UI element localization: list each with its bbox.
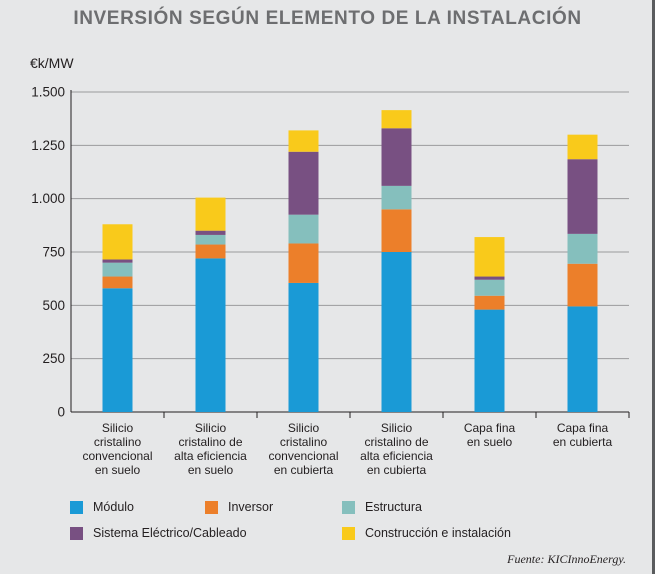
y-axis-unit-label: €k/MW: [30, 55, 74, 71]
bar-segment-módulo: [195, 258, 226, 412]
bar-segment-inversor: [195, 244, 226, 259]
x-category-label-line: cristalino de: [178, 435, 242, 449]
bar-segment-inversor: [288, 243, 319, 283]
legend-item-inversor: Inversor: [205, 500, 273, 514]
source-note: Fuente: KICInnoEnergy.: [507, 552, 626, 566]
chart-legend: Módulo Inversor Estructura Sistema Eléct…: [3, 500, 652, 550]
bar-segment-sistema-eléctrico-cableado: [381, 128, 412, 186]
x-category-label-line: en suelo: [95, 463, 141, 477]
chart-panel: INVERSIÓN SEGÚN ELEMENTO DE LA INSTALACI…: [3, 0, 652, 572]
x-category-label-line: en cubierta: [367, 463, 427, 477]
x-category-label: Capa fina en suelo: [464, 421, 516, 449]
bar-segment-sistema-eléctrico-cableado: [474, 276, 505, 280]
bar-segment-construcción-e-instalación: [474, 237, 505, 277]
bar-segment-estructura: [102, 262, 133, 277]
bar-segment-módulo: [288, 282, 319, 412]
x-category-label-line: Capa fina: [464, 421, 516, 435]
legend-item-construccion: Construcción e instalación: [342, 526, 511, 540]
legend-swatch-modulo: [70, 500, 83, 514]
x-category-label: Capa fina en cubierta: [553, 421, 613, 449]
bar-segment-estructura: [288, 214, 319, 244]
bar-segment-módulo: [102, 288, 133, 412]
legend-item-sistema-electrico: Sistema Eléctrico/Cableado: [70, 526, 247, 540]
bar-segment-sistema-eléctrico-cableado: [195, 230, 226, 235]
bar-segment-módulo: [474, 309, 505, 412]
x-category-label: Silicio cristalino convencional en cubierta: [268, 421, 338, 477]
x-category-label-line: Silicio: [288, 421, 320, 435]
x-category-label-line: en cubierta: [274, 463, 334, 477]
bar-segment-construcción-e-instalación: [195, 197, 226, 231]
legend-item-modulo: Módulo: [70, 500, 134, 514]
legend-label-estructura: Estructura: [365, 500, 422, 514]
x-category-label-line: Silicio: [102, 421, 134, 435]
x-category-label-line: Capa fina: [557, 421, 609, 435]
x-category-label-line: alta eficiencia: [174, 449, 247, 463]
bar-segment-construcción-e-instalación: [567, 134, 598, 160]
legend-item-estructura: Estructura: [342, 500, 422, 514]
bar-segment-inversor: [381, 209, 412, 252]
y-tick-label: 1.500: [31, 85, 65, 100]
panel-right-edge: [652, 0, 655, 574]
x-category-label-line: en suelo: [467, 435, 513, 449]
legend-swatch-construccion: [342, 526, 355, 540]
legend-label-modulo: Módulo: [93, 500, 134, 514]
x-category-label-line: Silicio: [381, 421, 413, 435]
bar-segment-inversor: [102, 276, 133, 289]
bar-segment-estructura: [381, 185, 412, 210]
bar-segment-construcción-e-instalación: [288, 130, 319, 152]
legend-label-construccion: Construcción e instalación: [365, 526, 511, 540]
bar-segment-sistema-eléctrico-cableado: [288, 151, 319, 215]
y-tick-label: 1.000: [31, 191, 65, 206]
x-category-label-line: cristalino: [94, 435, 142, 449]
bar-segment-estructura: [195, 234, 226, 245]
legend-swatch-sistema-electrico: [70, 526, 83, 540]
legend-swatch-inversor: [205, 500, 218, 514]
x-category-label-line: en suelo: [188, 463, 234, 477]
x-category-label: Silicio cristalino de alta eficiencia en cu…: [360, 421, 433, 477]
bar-segment-módulo: [381, 252, 412, 412]
x-category-label: Silicio cristalino convencional en suelo: [82, 421, 152, 477]
chart-title: INVERSIÓN SEGÚN ELEMENTO DE LA INSTALACI…: [73, 8, 582, 29]
legend-label-inversor: Inversor: [228, 500, 274, 514]
y-tick-label: 250: [42, 351, 65, 366]
bar-segment-construcción-e-instalación: [381, 110, 412, 129]
bar-segment-construcción-e-instalación: [102, 224, 133, 260]
x-category-label-line: cristalino de: [364, 435, 428, 449]
y-tick-label: 1.250: [31, 138, 65, 153]
y-tick-label: 0: [57, 405, 65, 420]
bar-segment-inversor: [474, 295, 505, 310]
x-category-label: Silicio cristalino de alta eficiencia en su…: [174, 421, 247, 477]
y-tick-label: 750: [42, 245, 65, 260]
x-category-label-line: convencional: [82, 449, 152, 463]
bar-segment-inversor: [567, 263, 598, 307]
y-tick-label: 500: [42, 298, 65, 313]
bar-segment-sistema-eléctrico-cableado: [567, 159, 598, 234]
bar-segment-estructura: [474, 279, 505, 296]
legend-swatch-estructura: [342, 500, 355, 514]
x-category-label-line: convencional: [268, 449, 338, 463]
bar-segment-módulo: [567, 306, 598, 412]
bar-segment-sistema-eléctrico-cableado: [102, 259, 133, 263]
x-category-label-line: cristalino: [280, 435, 328, 449]
x-category-label-line: en cubierta: [553, 435, 613, 449]
bar-segment-estructura: [567, 233, 598, 264]
x-category-label-line: alta eficiencia: [360, 449, 433, 463]
x-category-label-line: Silicio: [195, 421, 227, 435]
legend-label-sistema-electrico: Sistema Eléctrico/Cableado: [93, 526, 247, 540]
